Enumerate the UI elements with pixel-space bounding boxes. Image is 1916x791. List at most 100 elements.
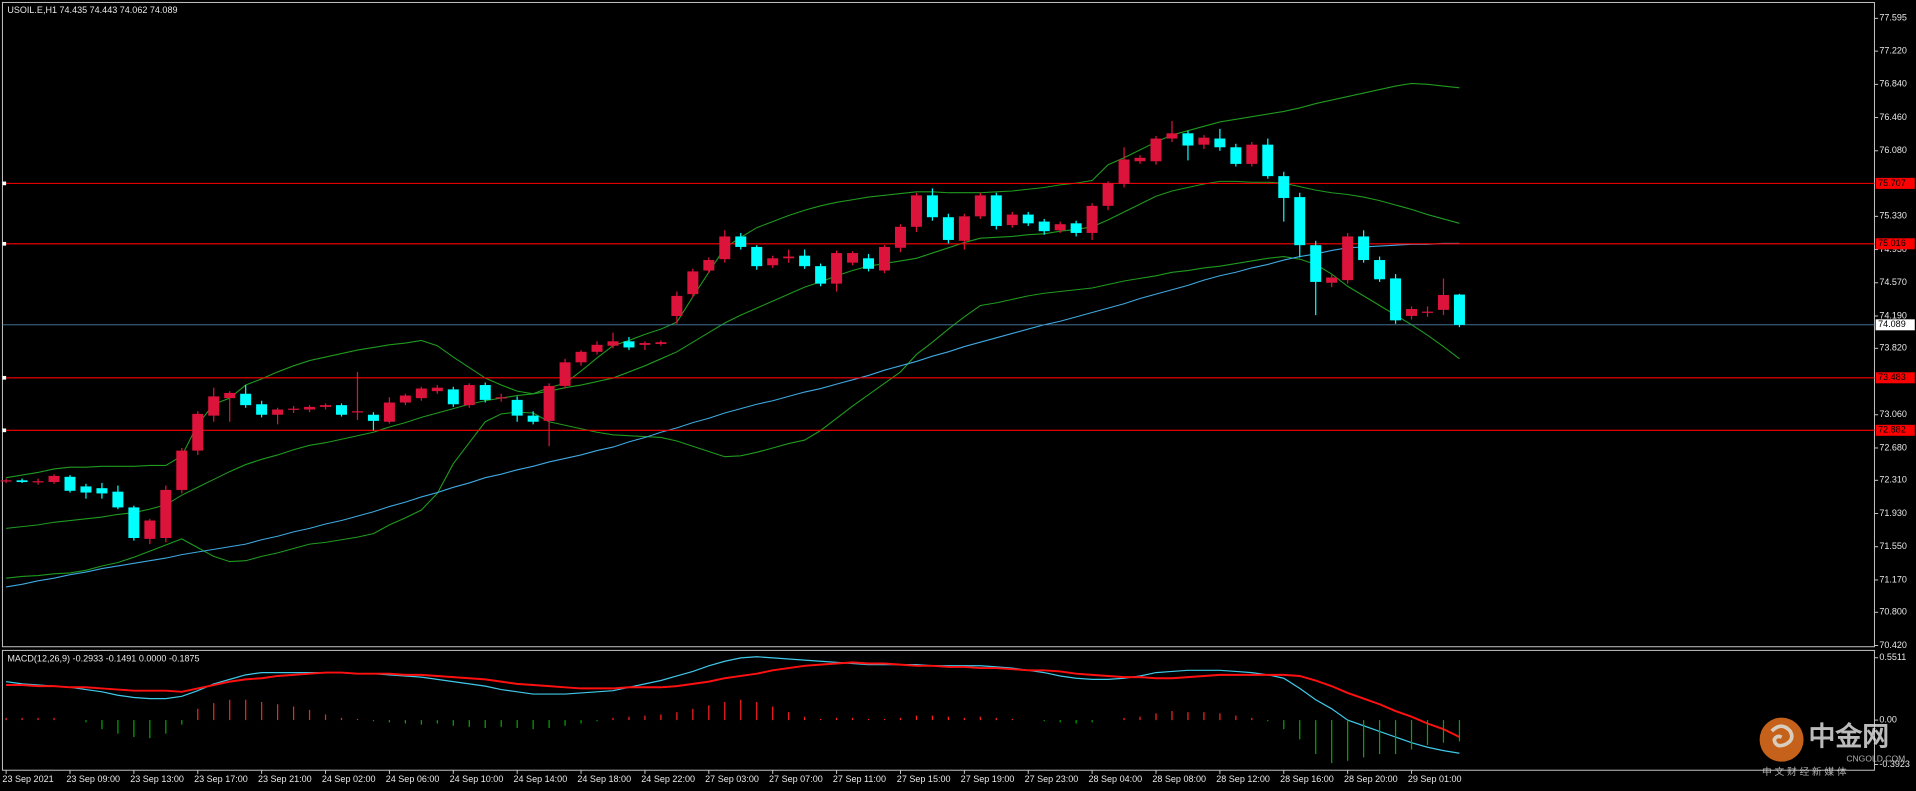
macd-line [6,661,1460,738]
y-tick-label: 76.840 [1879,79,1907,89]
candle-body [335,405,347,415]
level-tag [1875,424,1915,436]
candle-body [1214,138,1226,148]
x-tick-label: 23 Sep 17:00 [194,774,248,784]
candle-body [112,491,124,508]
candle-body [16,480,28,483]
candle-body [351,411,363,413]
x-tick-label: 29 Sep 01:00 [1408,774,1462,784]
candle-body [240,393,252,406]
level-handle [2,428,7,433]
candle-body [942,217,954,240]
x-tick-label: 23 Sep 09:00 [66,774,120,784]
watermark-site: CNGOLD.COM [1846,753,1905,763]
candle-body [272,409,284,415]
level-tag [1875,177,1915,189]
candle-body [1150,138,1162,162]
candle-body [1326,277,1338,283]
price-label: 74.089 [1878,319,1906,329]
x-tick-label: 27 Sep 11:00 [833,774,886,784]
level-handle [2,241,7,246]
macd-pane [1,649,1875,771]
candle-body [1070,223,1082,233]
y-tick-label: -0.3923 [1879,759,1910,769]
candle-body [1134,157,1146,162]
candle-body [1230,147,1242,164]
y-tick-label: 71.930 [1879,508,1907,518]
candle-body [128,507,140,539]
y-tick-label: 77.220 [1879,46,1907,56]
candle-body [1054,224,1066,231]
candle-body [447,389,459,405]
candle-body [543,385,555,421]
candle-body [176,450,188,490]
candle-body [1262,144,1274,177]
y-tick-label: 73.820 [1879,343,1907,353]
candle-body [879,246,890,271]
candle-body [64,476,76,491]
x-tick-label: 24 Sep 22:00 [641,774,695,784]
x-tick-label: 23 Sep 13:00 [130,774,184,784]
candle-body [1278,176,1290,198]
candle-body [575,351,587,363]
candle-body [431,387,443,392]
candle-body [1182,133,1194,146]
candle-body [958,216,970,241]
level-label: 75.707 [1878,178,1906,188]
y-tick-label: 74.190 [1879,310,1907,320]
candle-body [863,258,875,269]
candle-body [415,388,427,399]
candle-body [256,404,268,415]
x-tick-label: 27 Sep 07:00 [769,774,823,784]
candle-body [367,414,379,421]
y-tick-label: 77.595 [1879,13,1907,23]
level-handle [2,181,7,186]
x-tick-label: 28 Sep 20:00 [1344,774,1398,784]
y-tick-label: 71.170 [1879,574,1907,584]
candle-body [383,402,395,422]
candle-body [671,295,683,316]
candle-body [80,486,92,493]
y-tick-label: 70.420 [1879,640,1907,650]
candle-body [783,256,795,259]
mark-layer [0,17,1879,774]
candle-body [527,415,539,422]
level-label: 72.882 [1878,425,1906,435]
y-tick-label: 0.00 [1879,714,1897,724]
x-tick-label: 23 Sep 21:00 [258,774,312,784]
candle-body [1390,278,1402,321]
x-tick-label: 24 Sep 14:00 [514,774,568,784]
candle-body [847,253,859,263]
candle-body [511,399,523,416]
candle-body [1038,221,1050,232]
candle-body [990,195,1002,226]
candle-body [399,395,411,403]
candle-body [559,362,571,386]
x-tick-label: 24 Sep 10:00 [450,774,504,784]
candle-body [1086,205,1098,233]
candle-body [767,258,779,266]
candle-body [1374,260,1386,280]
candle-body [160,489,172,539]
x-tick-label: 27 Sep 03:00 [705,774,759,784]
x-tick-label: 24 Sep 06:00 [386,774,440,784]
candle-body [192,413,204,451]
y-tick-label: 76.460 [1879,112,1907,122]
candle-body [495,397,507,399]
level-handle [2,375,7,380]
candle-body [799,255,811,267]
candle-body [1118,159,1130,184]
x-tick-label: 28 Sep 04:00 [1088,774,1142,784]
candle-body [96,488,108,494]
y-tick-label: 72.310 [1879,475,1907,485]
candle-body [224,392,236,399]
y-tick-label: 74.570 [1879,277,1907,287]
candle-body [1022,214,1034,224]
watermark: 中金网 CNGOLD.COM 中 文 财 经 新 媒 体 [1759,717,1905,778]
candle-body [208,396,220,416]
x-tick-label: 27 Sep 23:00 [1025,774,1079,784]
x-tick-label: 27 Sep 15:00 [897,774,951,784]
